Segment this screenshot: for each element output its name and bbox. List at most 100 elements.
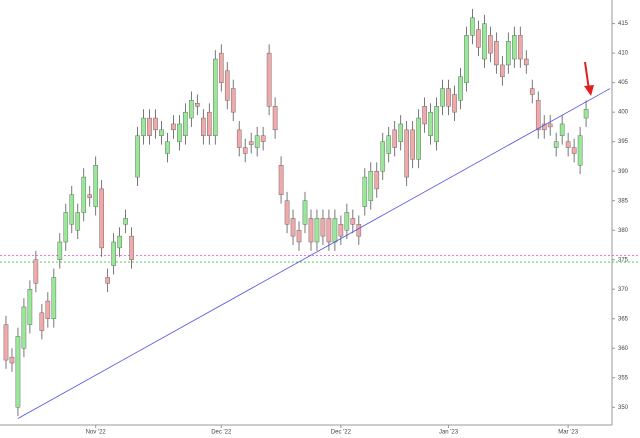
- candle-body: [75, 212, 81, 231]
- x-tick-label: Mar '23: [558, 430, 578, 436]
- candle-body: [242, 147, 248, 154]
- candle-body: [272, 106, 278, 131]
- candle-body: [344, 212, 350, 231]
- candle-body: [512, 35, 517, 60]
- candle-body: [165, 141, 170, 154]
- candle-body: [553, 141, 559, 148]
- candle-body: [416, 117, 421, 160]
- candle-body: [565, 141, 571, 148]
- candle-body: [296, 230, 302, 243]
- candle-body: [392, 129, 397, 148]
- candle-body: [314, 218, 320, 243]
- candle-body: [529, 88, 535, 95]
- arrow: [584, 61, 590, 91]
- x-tick-label: Dec '22: [211, 430, 232, 436]
- candle-body: [541, 123, 547, 131]
- y-tick-label: 360: [618, 346, 629, 352]
- candle-body: [3, 324, 9, 361]
- candle-body: [195, 103, 200, 107]
- candle-body: [141, 117, 146, 136]
- candle-body: [69, 194, 75, 225]
- candle-body: [99, 188, 104, 249]
- candle-body: [380, 141, 386, 172]
- candle-body: [45, 300, 51, 319]
- y-tick-label: 380: [618, 228, 629, 234]
- candle-body: [15, 336, 21, 408]
- candle-body: [201, 117, 206, 136]
- arrow-head: [584, 85, 594, 96]
- candle-body: [308, 218, 314, 243]
- candle-body: [153, 117, 158, 131]
- y-tick-label: 405: [618, 80, 629, 86]
- candle-body: [386, 135, 392, 154]
- candle-body: [207, 111, 212, 136]
- candle-body: [368, 170, 374, 201]
- candle-body: [248, 141, 254, 145]
- candle-body: [547, 123, 553, 128]
- candle-body: [440, 88, 445, 107]
- candle-body: [422, 106, 427, 125]
- candle-body: [93, 165, 98, 207]
- candle-body: [350, 218, 356, 225]
- candle-body: [123, 218, 128, 225]
- y-tick-label: 365: [618, 316, 629, 322]
- candle-body: [488, 35, 493, 54]
- candle-body: [374, 170, 380, 190]
- candle-body: [183, 111, 188, 136]
- candle-body: [254, 135, 260, 148]
- y-tick-label: 415: [618, 21, 629, 27]
- candle-body: [577, 135, 583, 166]
- candle-body: [33, 259, 39, 284]
- candle-body: [404, 129, 409, 178]
- y-tick-label: 350: [618, 405, 629, 411]
- candle-body: [464, 35, 469, 83]
- x-tick-label: Jan '23: [439, 430, 459, 436]
- candle-body: [63, 212, 69, 243]
- candle-body: [218, 52, 224, 83]
- candle-body: [583, 109, 589, 119]
- candle-body: [213, 58, 218, 136]
- candle-body: [410, 129, 415, 160]
- candle-body: [224, 70, 230, 101]
- candle-body: [458, 76, 463, 101]
- candle-body: [111, 241, 116, 266]
- candle-body: [338, 224, 344, 237]
- y-tick-label: 385: [618, 198, 629, 204]
- candle-body: [21, 306, 27, 349]
- candle-body: [476, 29, 481, 48]
- y-tick-label: 375: [618, 257, 629, 263]
- candle-body: [266, 52, 272, 107]
- trendline: [17, 88, 611, 419]
- candle-body: [39, 312, 45, 331]
- x-tick-label: Nov '22: [86, 430, 107, 436]
- candle-body: [500, 64, 505, 77]
- candle-body: [518, 35, 523, 60]
- candle-body: [559, 123, 565, 136]
- candle-body: [290, 218, 296, 237]
- candle-body: [147, 117, 152, 136]
- candle-body: [177, 123, 182, 142]
- y-tick-label: 400: [618, 110, 629, 116]
- y-tick-label: 410: [618, 51, 629, 57]
- candle-body: [230, 88, 236, 113]
- candle-body: [523, 58, 529, 66]
- candle-body: [87, 194, 92, 198]
- candle-body: [105, 277, 110, 284]
- candle-body: [260, 135, 266, 142]
- candle-body: [362, 176, 368, 207]
- candle-body: [171, 123, 176, 131]
- y-tick-label: 395: [618, 139, 629, 145]
- candle-body: [9, 356, 15, 364]
- candle-body: [535, 100, 541, 131]
- candle-body: [332, 218, 338, 243]
- candle-body: [356, 224, 362, 237]
- candle-body: [57, 241, 63, 260]
- candle-body: [452, 94, 457, 113]
- candle-body: [189, 100, 194, 119]
- candle-body: [117, 235, 122, 249]
- candle-body: [482, 23, 487, 60]
- candle-body: [326, 218, 332, 243]
